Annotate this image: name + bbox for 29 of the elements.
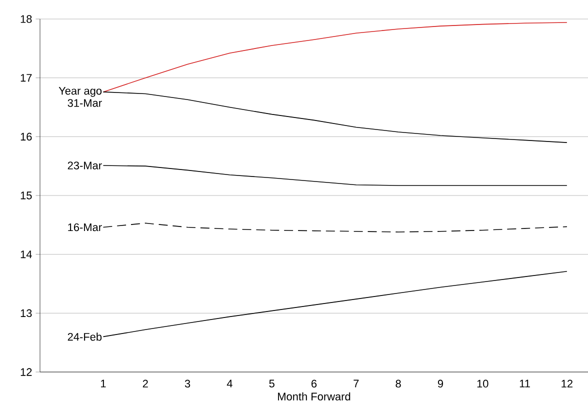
x-tick-label: 12 <box>562 380 572 388</box>
y-tick-label: 16 <box>20 132 32 141</box>
y-tick-label: 15 <box>20 192 32 200</box>
x-tick-label: 8 <box>396 380 401 388</box>
x-tick-label: 10 <box>477 380 488 388</box>
y-tick-label: 17 <box>20 74 32 82</box>
x-tick-label: 2 <box>142 380 148 388</box>
series-label: 16-Mar <box>68 223 102 232</box>
x-tick-label: 6 <box>312 380 317 388</box>
y-tick-label: 18 <box>20 15 32 23</box>
x-axis-title: Month Forward <box>278 392 350 400</box>
series-label: 24-Feb <box>68 332 102 341</box>
line-series <box>102 222 568 232</box>
x-tick-label: 9 <box>438 380 443 388</box>
series-label: Year ago <box>58 87 102 97</box>
x-tick-label: 1 <box>101 380 106 388</box>
x-tick-label: 5 <box>269 380 274 388</box>
series-label: 31-Mar <box>68 99 102 107</box>
line-series <box>102 270 568 338</box>
line-series <box>102 22 568 92</box>
x-tick-label: 4 <box>226 380 232 388</box>
x-tick-label: 7 <box>354 380 359 388</box>
x-tick-label: 11 <box>520 380 530 388</box>
y-tick-label: 13 <box>20 309 32 318</box>
x-tick-label: 3 <box>184 380 190 388</box>
series-label: 23-Mar <box>68 162 102 170</box>
y-tick-label: 14 <box>20 250 32 258</box>
y-tick-label: 12 <box>20 368 32 376</box>
line-series <box>102 92 568 143</box>
